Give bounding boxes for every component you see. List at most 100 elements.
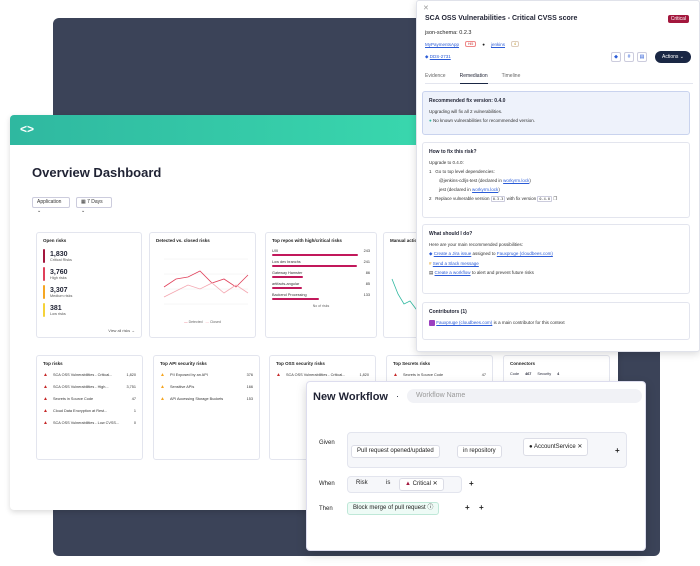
risk-medium[interactable]: 3,307 Medium risks (43, 285, 135, 299)
repo-bar-item[interactable]: Backend Processing 133 (272, 293, 370, 300)
workflow-title: New Workflow (313, 391, 388, 403)
card-title: Top Secrets risks (393, 361, 431, 366)
actions-button[interactable]: Actions ⌄ (655, 51, 691, 63)
risk-critical[interactable]: 1,830 Critical Risks (43, 249, 135, 263)
jira-icon: ◆ (425, 54, 429, 59)
what-should-i-do-section: What should I do? Here are your main rec… (422, 224, 690, 294)
warning-icon: ▲ (43, 396, 48, 402)
remove-icon[interactable]: ✕ (432, 481, 438, 487)
new-workflow-dialog: New Workflow · Workflow Name Given Pull … (306, 381, 646, 551)
repo-bar (272, 254, 359, 256)
jira-action-icon[interactable]: ◆ (611, 52, 621, 62)
risk-list-item[interactable]: ▲ SCA OSS Vulnerabilities - Critical... 1,… (43, 372, 136, 378)
risk-list-item[interactable]: ▲ Sensitive APIs 166 (160, 384, 253, 390)
repository-chip[interactable]: ● AccountService ✕ (523, 438, 589, 456)
assignee-link[interactable]: Fauxpruge (cloudbees.com) (496, 251, 553, 256)
workflow-name-input[interactable]: Workflow Name (407, 389, 642, 403)
repo-bar-item[interactable]: Gateway Hamster 86 (272, 271, 370, 278)
repo-bar (272, 265, 358, 267)
then-label: Then (319, 506, 333, 512)
github-icon: ● (482, 41, 485, 47)
send-slack-link[interactable]: Send a Slack message (432, 261, 479, 266)
add-then-icon[interactable]: + (465, 503, 470, 512)
risk-list-item[interactable]: ▲ SCA OSS Vulnerabilities - Critical... 1,… (276, 372, 369, 378)
card-title: Top API security risks (160, 361, 207, 366)
warning-icon: ▲ (393, 372, 398, 378)
risk-list-item[interactable]: ▲ Secrets in Source Code 47 (393, 372, 486, 378)
closed-series-line (163, 282, 249, 298)
top-repos-card: Top repos with high/critical risks UXI 24… (265, 232, 377, 338)
repo-bar-item[interactable]: UXI 243 (272, 249, 370, 256)
application-filter[interactable]: Application ⌄ (32, 197, 70, 214)
card-title: Open risks (43, 238, 67, 243)
severity-chip[interactable]: ▲ Critical ✕ (399, 478, 444, 491)
risk-high[interactable]: 3,760 High risks (43, 267, 135, 281)
warning-icon: ▲ (43, 420, 48, 426)
workflow-icon: ▤ (429, 270, 434, 275)
detected-vs-closed-card: Detected vs. closed risks — Detected — C… (149, 232, 256, 338)
create-jira-link[interactable]: Create a Jira issue (433, 251, 472, 256)
slack-icon: # (429, 261, 432, 266)
tab-evidence[interactable]: Evidence (425, 73, 446, 79)
recommended-fix-box: Recommended fix version: 0.4.0 Upgrading… (422, 91, 690, 135)
detected-series-line (163, 270, 249, 288)
title-dot: · (396, 391, 399, 401)
app-tag: Hi5 (465, 41, 477, 47)
top-api-risks-card: Top API security risks ▲ PII Exposed by a… (153, 355, 260, 460)
field-dropdown[interactable]: Risk (356, 480, 368, 486)
add-then-step-icon[interactable]: + (479, 503, 484, 512)
risk-list-item[interactable]: ▲ SCA OSS Vulnerabilities - High... 3,751 (43, 384, 136, 390)
page-title: Overview Dashboard (32, 165, 162, 180)
tab-timeline[interactable]: Timeline (501, 73, 521, 79)
repo-bar-item[interactable]: artifacts-angular 85 (272, 282, 370, 289)
warning-icon: ▲ (43, 372, 48, 378)
detected-closed-line-chart (163, 258, 249, 305)
brand-logo-icon: <> (20, 122, 35, 136)
lockfile-link[interactable]: workyrm.lock (503, 178, 530, 183)
contributor-link[interactable]: Fauxpruge (cloudbees.com) (436, 320, 493, 326)
github-icon: ● (529, 444, 533, 450)
warning-icon: ▲ (160, 384, 165, 390)
schema-version: json-schema: 0.2.3 (425, 30, 472, 36)
card-title: Top OSS security risks (276, 361, 325, 366)
trigger-dropdown[interactable]: Pull request opened/updated (351, 445, 440, 458)
card-title: Detected vs. closed risks (156, 238, 210, 243)
tab-remediation[interactable]: Remediation (459, 73, 488, 84)
card-title: Manual actio (390, 238, 418, 243)
workflow-action-icon[interactable]: ▤ (637, 52, 647, 62)
jira-link[interactable]: DDS-2731 (429, 54, 451, 59)
card-title: Top risks (43, 361, 63, 366)
warning-icon: ▲ (43, 384, 48, 390)
card-title: Top repos with high/critical risks (272, 238, 342, 243)
date-range-filter[interactable]: ▦ 7 Days ⌄ (76, 197, 112, 214)
operator-dropdown[interactable]: is (386, 480, 391, 486)
close-icon[interactable]: ✕ (423, 5, 429, 12)
add-given-icon[interactable]: + (615, 446, 620, 455)
card-title: Connectors (510, 361, 536, 366)
create-workflow-link[interactable]: Create a workflow (434, 270, 471, 275)
copy-icon[interactable]: ❐ (553, 196, 558, 201)
warning-icon: ▲ (405, 481, 411, 487)
repo-bar (272, 287, 303, 289)
action-dropdown[interactable]: Block merge of pull request ⓘ (347, 502, 440, 515)
remove-icon[interactable]: ✕ (577, 444, 583, 450)
risk-title: SCA OSS Vulnerabilities - Critical CVSS … (425, 15, 578, 22)
severity-badge: Critical (667, 15, 689, 23)
app-link[interactable]: MyPaymentsApp (425, 41, 460, 47)
risk-list-item[interactable]: ▲ Secrets in Source Code 47 (43, 396, 136, 402)
scope-dropdown[interactable]: in repository (457, 445, 502, 458)
repo-bar-item[interactable]: Low dev branchs 241 (272, 260, 370, 267)
risk-list-item[interactable]: ▲ Cloud Data Encryption at Rest... 1 (43, 408, 136, 414)
risk-list-item[interactable]: ▲ API Accessing Storage Buckets 153 (160, 396, 253, 402)
lockfile-link[interactable]: workyrm.lock (472, 187, 499, 192)
check-icon: ● (429, 118, 432, 123)
repo-bar (272, 298, 320, 300)
risk-list-item[interactable]: ▲ SCA OSS Vulnerabilities - Low CVSS... 0 (43, 420, 136, 426)
slack-action-icon[interactable]: # (624, 52, 634, 62)
repo-link[interactable]: jenkins (491, 41, 506, 47)
risk-low[interactable]: 381 Low risks (43, 303, 135, 317)
warning-icon: ▲ (43, 408, 48, 414)
risk-list-item[interactable]: ▲ PII Exposed by an API 376 (160, 372, 253, 378)
view-all-risks-link[interactable]: View all risks → (108, 329, 135, 333)
add-when-icon[interactable]: + (469, 479, 474, 488)
